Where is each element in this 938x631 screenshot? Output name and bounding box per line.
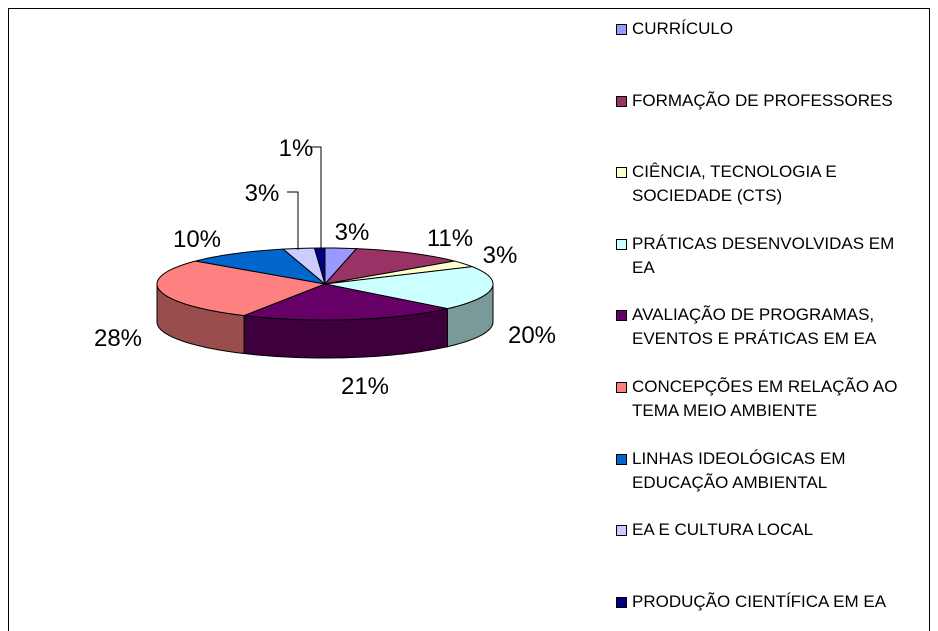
legend-label: AVALIAÇÃO DE PROGRAMAS, EVENTOS E PRÁTIC… xyxy=(632,305,877,349)
legend-swatch xyxy=(616,596,627,608)
data-label: 28% xyxy=(94,325,142,352)
slice xyxy=(323,248,455,285)
legend-label: PRÁTICAS DESENVOLVIDAS EM EA xyxy=(632,233,895,277)
legend-label: CONCEPÇÕES EM RELAÇÃO AO TEMA MEIO AMBIE… xyxy=(632,377,898,420)
legend-label: LINHAS IDEOLÓGICAS EM EDUCAÇÃO AMBIENTAL xyxy=(632,448,846,492)
legend-label: PRODUÇÃO CIENTÍFICA EM EA xyxy=(632,591,887,611)
slice xyxy=(324,266,494,310)
data-label: 10% xyxy=(173,226,221,253)
legend-swatch xyxy=(616,382,627,393)
legend-swatch xyxy=(616,95,627,107)
data-label: 20% xyxy=(508,322,556,349)
leader-line xyxy=(287,191,299,250)
legend-swatch xyxy=(616,24,627,35)
slice xyxy=(281,247,326,286)
legend-swatch xyxy=(616,310,627,322)
data-label: 11% xyxy=(427,225,473,252)
data-label: 3% xyxy=(483,242,518,269)
slice xyxy=(195,248,327,285)
slice xyxy=(313,247,326,285)
data-label: 3% xyxy=(245,180,280,207)
data-label: 1% xyxy=(279,135,314,162)
slice xyxy=(156,260,327,317)
legend-label: FORMAÇÃO DE PROFESSORES xyxy=(632,90,893,110)
legend-label: CIÊNCIA, TECNOLOGIA E SOCIEDADE (CTS) xyxy=(632,162,837,206)
legend-label: EA E CULTURA LOCAL xyxy=(632,520,814,540)
legend-swatch xyxy=(616,453,627,465)
legend-label: CURRÍCULO xyxy=(632,19,734,38)
slice xyxy=(324,260,473,285)
legend-swatch xyxy=(616,238,627,250)
data-label: 3% xyxy=(335,219,370,246)
leader-line xyxy=(310,146,322,248)
slice xyxy=(243,283,448,321)
legend-swatch xyxy=(616,525,627,537)
legend-swatch xyxy=(616,167,627,179)
data-label: 21% xyxy=(341,373,389,400)
pie xyxy=(156,247,494,359)
